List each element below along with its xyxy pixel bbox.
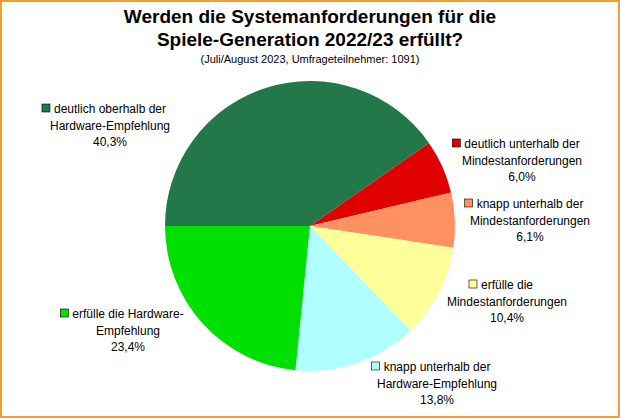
data-label: 10,4% [490, 311, 524, 325]
label-marker [60, 309, 68, 317]
slice-label-line: Mindestanforderungen [447, 295, 567, 309]
slice-label-line: knapp unterhalb der [477, 197, 584, 211]
slice-label-line: Hardware-Empfehlung [377, 377, 497, 391]
slice-label-line: Mindestanforderungen [462, 154, 582, 168]
slice-label-line: Mindestanforderungen [470, 214, 590, 228]
chart: Werden die Systemanforderungen für dieSp… [0, 0, 620, 418]
data-label: 6,0% [508, 170, 536, 184]
slice-label: knapp unterhalb der Mindestanforderungen [470, 197, 590, 228]
slice-label-line: erfülle die Hardware- [72, 307, 183, 321]
data-label: 23,4% [111, 340, 145, 354]
slice-label-line: knapp unterhalb der [384, 360, 491, 374]
labels: deutlich oberhalb der Hardware-Empfehlung… [42, 102, 590, 407]
slice-label: erfülle die Hardware- Empfehlung [72, 307, 183, 338]
pie [165, 81, 455, 371]
slice-label-line: Hardware-Empfehlung [50, 119, 170, 133]
title: Werden die Systemanforderungen für die [124, 6, 496, 27]
pie-slice [165, 226, 310, 370]
label-marker [469, 280, 477, 288]
label-marker [465, 199, 473, 207]
slice-label-line: deutlich oberhalb der [54, 102, 166, 116]
slice-label: deutlich unterhalb der Mindestanforderung… [462, 137, 582, 168]
data-label: 6,1% [516, 230, 544, 244]
title: Spiele-Generation 2022/23 erfüllt? [157, 29, 463, 50]
data-label: 13,8% [420, 393, 454, 407]
slice-label: erfülle die Mindestanforderungen [447, 278, 567, 309]
pie-slice [295, 226, 410, 371]
slice-label: knapp unterhalb der Hardware-Empfehlung [377, 360, 497, 391]
label-marker [372, 362, 380, 370]
label-marker [452, 139, 460, 147]
slice-label-line: erfülle die [481, 278, 533, 292]
slice-label-line: Empfehlung [96, 324, 160, 338]
frame [1, 1, 619, 417]
slice-label: deutlich oberhalb der Hardware-Empfehlung [50, 102, 170, 133]
slice-label-line: deutlich unterhalb der [464, 137, 579, 151]
subtitle: (Juli/August 2023, Umfrageteilnehmer: 10… [201, 53, 420, 65]
data-label: 40,3% [93, 135, 127, 149]
label-marker [42, 104, 50, 112]
